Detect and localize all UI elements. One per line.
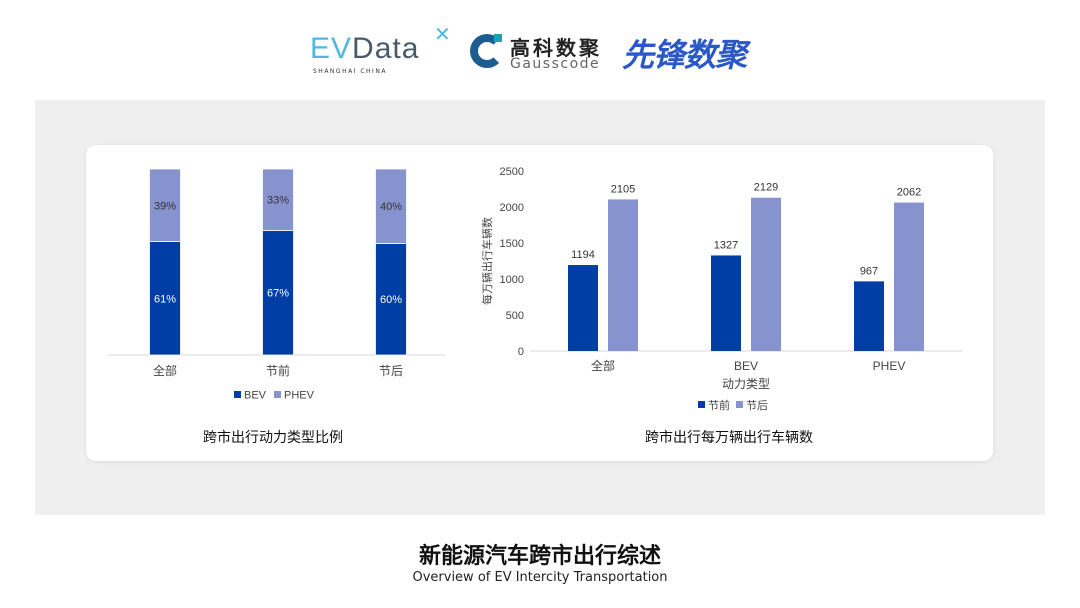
data-label: 40%: [380, 201, 402, 213]
bar-phev: [375, 168, 407, 244]
x-tick-label: 全部: [591, 358, 615, 373]
y-axis-label: 每万辆出行车辆数: [480, 217, 494, 305]
chart-trips-per-10k: 0 500 1000 1500 2000 2500 每万辆出行车辆数 1194 2105 全部 13…: [480, 166, 963, 445]
data-label: 2105: [611, 183, 635, 195]
legend-swatch: [234, 391, 241, 398]
gausscode-logo-en: Gausscode: [510, 56, 601, 72]
gausscode-logo-square: [494, 34, 502, 42]
gausscode-logo-icon: [470, 34, 504, 68]
chart-title: 跨市出行每万辆出行车辆数: [645, 429, 813, 445]
bar-after: [751, 197, 781, 351]
data-label: 39%: [154, 200, 176, 212]
legend-label: PHEV: [284, 390, 315, 402]
xianfeng-logo: 先锋数聚: [622, 36, 747, 74]
bar-after: [894, 202, 924, 351]
bar-after: [608, 199, 638, 351]
data-label: 60%: [380, 294, 402, 306]
y-tick-label: 1500: [500, 238, 524, 250]
bar-bev: [375, 242, 407, 356]
legend-label: 节前: [708, 398, 730, 412]
data-label: 1194: [571, 249, 595, 261]
data-label: 967: [860, 265, 878, 277]
x-tick-label: PHEV: [873, 359, 906, 373]
bar-bev: [149, 241, 181, 356]
page-title: 新能源汽车跨市出行综述: [418, 544, 661, 569]
legend-label: 节后: [746, 399, 768, 412]
data-label: 67%: [267, 288, 289, 300]
bar-phev: [149, 168, 181, 242]
gausscode-logo-cn: 高科数聚: [510, 36, 602, 60]
chart-title: 跨市出行动力类型比例: [203, 429, 343, 445]
bar-before: [854, 281, 884, 351]
y-tick-label: 2000: [500, 202, 524, 214]
bar-before: [568, 265, 598, 351]
data-label: 2062: [897, 187, 921, 199]
legend-label: BEV: [244, 390, 267, 402]
logo-bar: EVData ✕ SHANGHAI CHINA 高科数聚 Gausscode 先锋…: [0, 24, 1080, 75]
x-tick-label: 节前: [266, 363, 290, 378]
x-tick-label: BEV: [734, 359, 758, 373]
x-tick-label: 节后: [379, 364, 403, 378]
bar-before: [711, 255, 741, 351]
y-tick-label: 0: [518, 346, 524, 358]
data-label: 2129: [754, 182, 778, 194]
data-label: 61%: [154, 293, 176, 305]
data-label: 33%: [267, 195, 289, 207]
chart-power-type-ratio: 61% 39% 全部 67% 33% 节前 60% 40% 节后 BEV PHEV 跨市出行动力类型比…: [108, 168, 445, 445]
data-label: 1327: [714, 239, 738, 251]
legend-swatch: [736, 401, 743, 408]
legend-swatch: [274, 391, 281, 398]
evdata-logo-subtitle: SHANGHAI CHINA: [313, 68, 387, 75]
page-subtitle: Overview of EV Intercity Transportation: [412, 570, 668, 585]
x-tick-label: 全部: [153, 363, 177, 378]
y-tick-label: 500: [506, 310, 524, 322]
chart-card: [86, 145, 993, 461]
x-axis-label: 动力类型: [722, 377, 770, 391]
legend-swatch: [698, 401, 705, 408]
bar-phev: [262, 168, 294, 231]
y-tick-label: 1000: [500, 274, 524, 286]
y-tick-label: 2500: [500, 166, 524, 178]
evdata-logo: EVData ✕: [310, 24, 452, 65]
